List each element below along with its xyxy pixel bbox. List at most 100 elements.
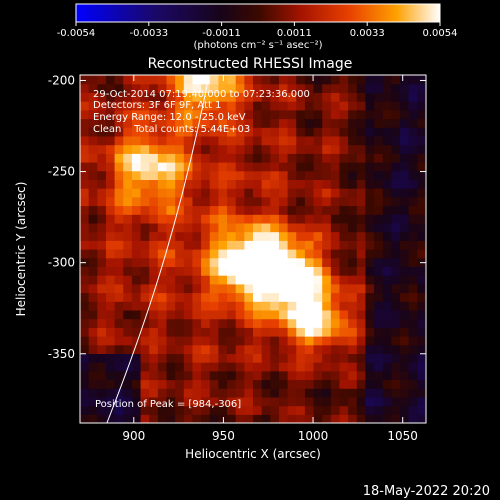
heatmap-cell <box>235 240 245 250</box>
heatmap-cell <box>235 266 245 276</box>
heatmap-cell <box>131 135 142 146</box>
heatmap-cell <box>356 196 367 207</box>
heatmap-cell <box>400 370 410 381</box>
heatmap-cell <box>97 231 107 241</box>
heatmap-cell <box>140 379 150 389</box>
heatmap-cell <box>131 118 142 128</box>
heatmap-cell <box>157 379 168 389</box>
heatmap-cell <box>114 205 124 215</box>
heatmap-cell <box>201 275 211 285</box>
heatmap-cell <box>235 318 245 328</box>
heatmap-cell <box>339 370 349 381</box>
heatmap-cell <box>218 309 228 320</box>
heatmap-cell <box>201 336 211 346</box>
heatmap-cell <box>278 144 289 154</box>
heatmap-cell <box>253 92 263 102</box>
heatmap-cell <box>140 283 150 294</box>
heatmap-cell <box>157 135 168 146</box>
heatmap-cell <box>417 388 426 398</box>
heatmap-cell <box>140 353 150 363</box>
heatmap-cell <box>382 240 392 250</box>
x-tick-label: 950 <box>212 429 235 443</box>
heatmap-cell <box>391 266 401 276</box>
heatmap-cell <box>80 222 90 233</box>
heatmap-cell <box>131 240 142 250</box>
heatmap-cell <box>244 318 254 328</box>
heatmap-cell <box>166 292 176 302</box>
heatmap-cell <box>304 257 315 267</box>
heatmap-cell <box>408 266 418 276</box>
heatmap-cell <box>270 414 280 423</box>
heatmap-cell <box>123 179 133 189</box>
heatmap-cell <box>313 196 323 207</box>
heatmap-cell <box>201 127 211 137</box>
heatmap-cell <box>157 414 168 423</box>
heatmap-cell <box>114 327 124 337</box>
heatmap-cell <box>235 327 245 337</box>
heatmap-cell <box>382 283 392 294</box>
heatmap-cell <box>123 414 133 423</box>
heatmap-cell <box>270 327 280 337</box>
heatmap-cell <box>183 75 194 85</box>
heatmap-cell <box>218 92 228 102</box>
heatmap-cell <box>149 344 159 354</box>
heatmap-cell <box>356 396 367 407</box>
heatmap-cell <box>278 309 289 320</box>
heatmap-cell <box>270 353 280 363</box>
heatmap-cell <box>244 222 254 233</box>
heatmap-cells <box>80 75 426 423</box>
heatmap-cell <box>157 301 168 311</box>
heatmap-cell <box>80 135 90 146</box>
heatmap-cell <box>123 240 133 250</box>
heatmap-cell <box>235 170 245 180</box>
heatmap-cell <box>348 292 358 302</box>
heatmap-cell <box>244 153 254 163</box>
heatmap-cell <box>175 396 185 407</box>
heatmap-cell <box>235 83 245 93</box>
heatmap-cell <box>192 336 202 346</box>
heatmap-cell <box>201 83 211 93</box>
heatmap-cell <box>157 362 168 372</box>
heatmap-cell <box>304 240 315 250</box>
heatmap-cell <box>261 379 271 389</box>
heatmap-cell <box>261 101 271 111</box>
heatmap-cell <box>261 396 271 407</box>
heatmap-cell <box>253 257 263 267</box>
heatmap-cell <box>304 109 315 120</box>
heatmap-cell <box>322 231 332 241</box>
heatmap-cell <box>304 344 315 354</box>
heatmap-cell <box>114 162 124 172</box>
heatmap-cell <box>183 362 194 372</box>
heatmap-cell <box>417 109 426 120</box>
heatmap-cell <box>97 388 107 398</box>
heatmap-cell <box>88 92 98 102</box>
heatmap-cell <box>183 405 194 415</box>
heatmap-cell <box>270 109 280 120</box>
heatmap-cell <box>339 344 349 354</box>
heatmap-cell <box>356 75 367 85</box>
heatmap-cell <box>322 257 332 267</box>
heatmap-cell <box>330 170 341 180</box>
heatmap-cell <box>140 222 150 233</box>
heatmap-cell <box>192 214 202 224</box>
heatmap-cell <box>97 170 107 180</box>
heatmap-cell <box>400 275 410 285</box>
heatmap-cell <box>356 240 367 250</box>
heatmap-cell <box>157 240 168 250</box>
heatmap-cell <box>278 196 289 207</box>
heatmap-cell <box>157 101 168 111</box>
heatmap-cell <box>400 170 410 180</box>
heatmap-cell <box>261 301 271 311</box>
heatmap-cell <box>348 179 358 189</box>
heatmap-cell <box>123 75 133 85</box>
heatmap-cell <box>166 205 176 215</box>
heatmap-cell <box>408 344 418 354</box>
heatmap-cell <box>192 344 202 354</box>
heatmap-cell <box>166 118 176 128</box>
heatmap-cell <box>183 327 194 337</box>
heatmap-cell <box>339 414 349 423</box>
heatmap-cell <box>192 405 202 415</box>
heatmap-cell <box>201 405 211 415</box>
heatmap-cell <box>322 135 332 146</box>
heatmap-cell <box>374 214 384 224</box>
